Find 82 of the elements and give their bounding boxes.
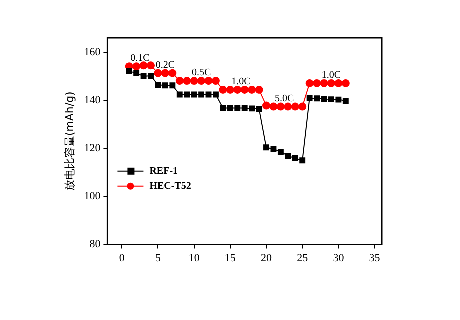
- point: [270, 102, 278, 111]
- annotation: 5.0C: [274, 93, 294, 104]
- annotation: 1.0C: [232, 76, 252, 88]
- point: [278, 149, 284, 155]
- point: [162, 82, 168, 89]
- point: [176, 92, 183, 98]
- point: [234, 86, 242, 94]
- point: [256, 106, 262, 112]
- point: [213, 92, 219, 98]
- point: [249, 106, 256, 112]
- point: [285, 153, 292, 160]
- point: [155, 82, 162, 88]
- point: [314, 96, 320, 102]
- point: [276, 102, 285, 111]
- point: [190, 77, 198, 86]
- point: [140, 62, 148, 70]
- point: [334, 79, 343, 88]
- point: [342, 79, 350, 88]
- point: [168, 69, 177, 78]
- point: [161, 69, 170, 78]
- point: [212, 77, 220, 86]
- point: [336, 96, 342, 103]
- y-tick-label: 80: [90, 238, 102, 251]
- point: [147, 62, 156, 70]
- x-tick-label: 5: [155, 252, 162, 264]
- point: [132, 62, 141, 71]
- point: [264, 144, 270, 151]
- point: [227, 105, 234, 112]
- point: [292, 156, 298, 162]
- annotation: 0.5C: [192, 67, 212, 78]
- x-tick-label: 10: [188, 252, 200, 264]
- point: [298, 102, 307, 111]
- point: [134, 70, 140, 76]
- point: [170, 82, 176, 89]
- point: [234, 105, 241, 112]
- point: [262, 102, 271, 110]
- annotation: 0.2C: [156, 60, 176, 72]
- point: [204, 77, 213, 86]
- point: [140, 74, 147, 80]
- point: [220, 105, 226, 112]
- y-tick-label: 120: [84, 142, 102, 155]
- point: [300, 158, 306, 164]
- legend-label: REF-1: [150, 166, 178, 177]
- point: [321, 96, 328, 102]
- point: [184, 92, 190, 98]
- point: [148, 73, 154, 79]
- x-tick-label: 35: [369, 252, 381, 264]
- point: [219, 86, 228, 94]
- point: [198, 92, 205, 98]
- point: [240, 86, 249, 94]
- point: [255, 86, 264, 94]
- annotation: 0.1C: [130, 53, 150, 64]
- point: [306, 95, 313, 102]
- point: [154, 69, 162, 78]
- point: [248, 86, 256, 94]
- point: [126, 68, 132, 74]
- point: [191, 92, 198, 98]
- point: [313, 79, 322, 88]
- point: [342, 98, 349, 104]
- point: [306, 79, 314, 88]
- point: [291, 102, 300, 111]
- annotation: 1.0C: [322, 70, 342, 81]
- point: [328, 96, 334, 103]
- point: [284, 102, 292, 111]
- x-tick-label: 30: [333, 252, 345, 264]
- legend-label: HEC-T52: [150, 180, 192, 192]
- y-tick-label: 140: [84, 94, 102, 106]
- point: [270, 146, 277, 152]
- point: [183, 77, 192, 86]
- point: [242, 105, 248, 112]
- point: [320, 79, 328, 88]
- x-tick-label: 20: [261, 252, 273, 264]
- x-tick-label: 0: [119, 252, 126, 264]
- y-axis-title: 放电比容量(mAh/g): [63, 92, 76, 192]
- x-tick-label: 25: [297, 252, 309, 264]
- point: [198, 77, 206, 86]
- point: [327, 79, 336, 88]
- point: [226, 86, 234, 94]
- x-tick-label: 15: [224, 252, 236, 264]
- y-tick-label: 100: [84, 190, 102, 203]
- y-tick-label: 160: [84, 46, 102, 58]
- point: [176, 77, 184, 86]
